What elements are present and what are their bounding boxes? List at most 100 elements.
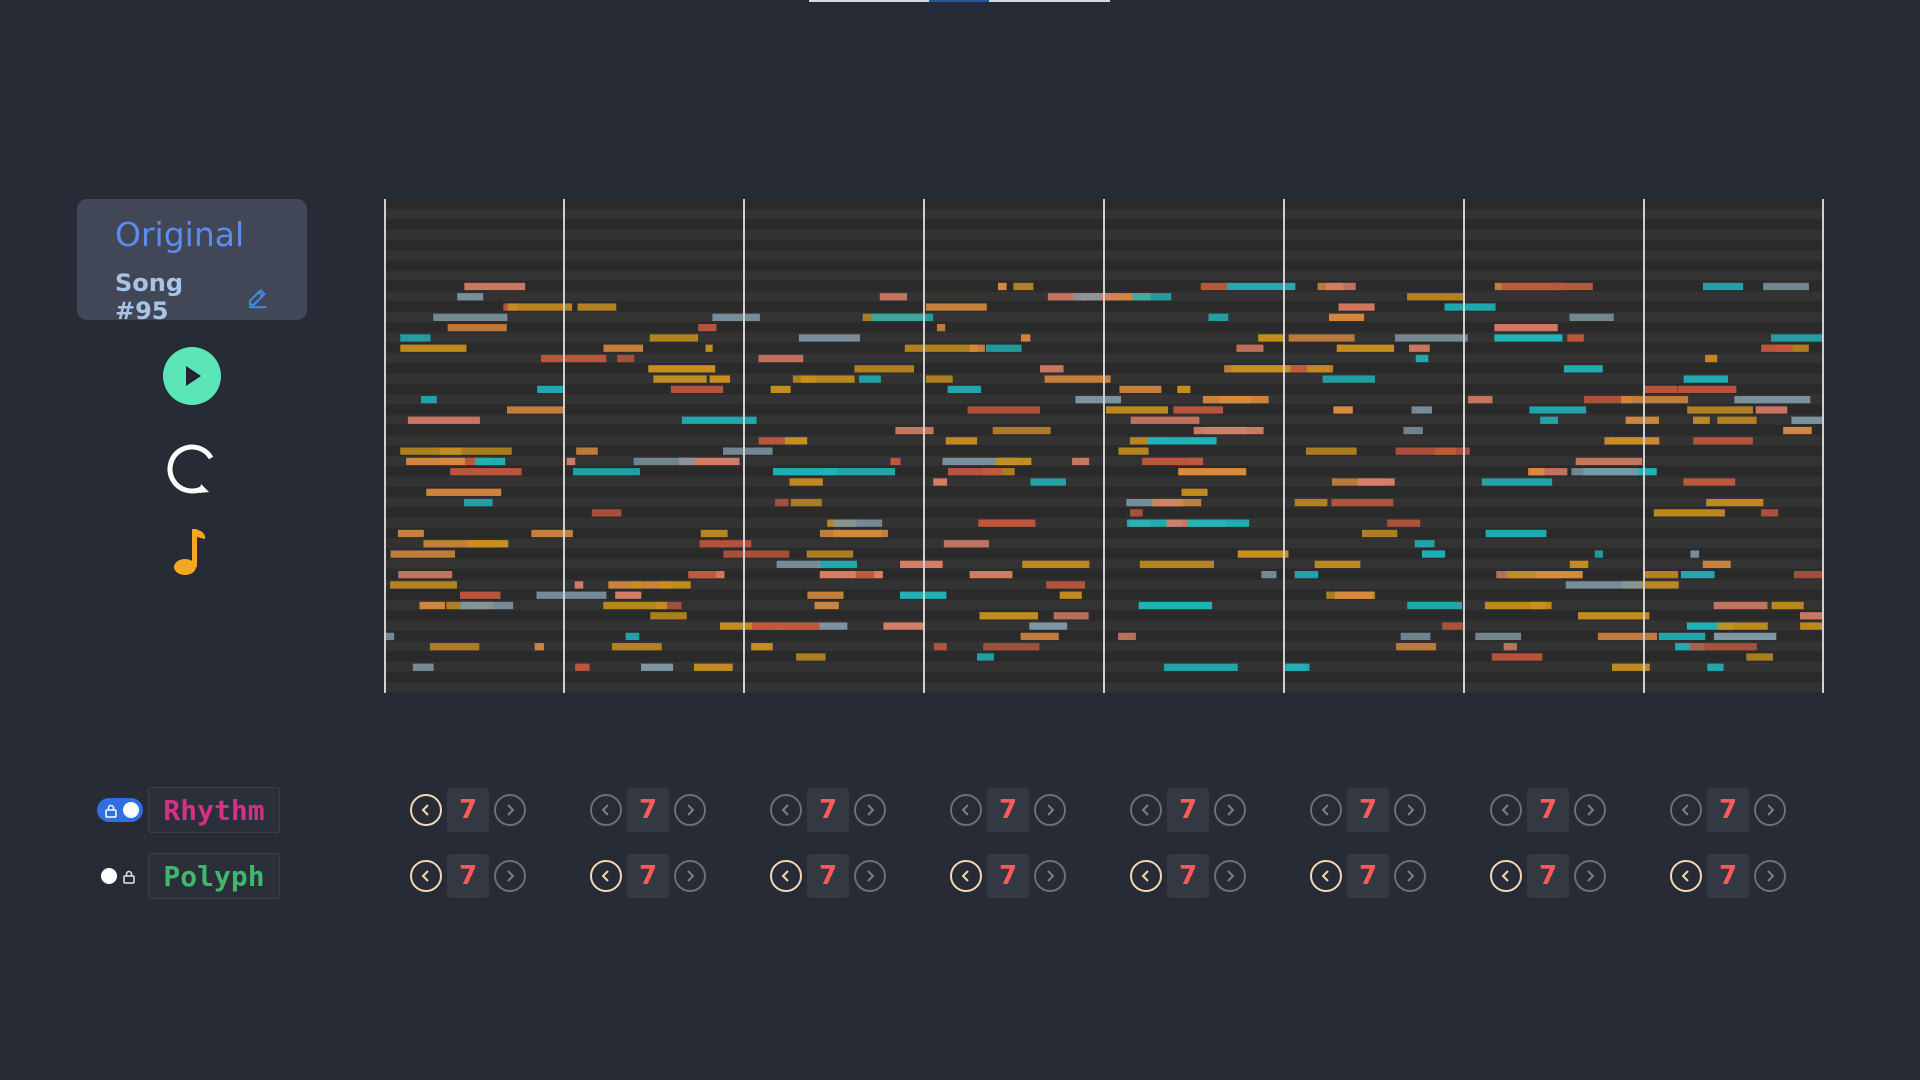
note xyxy=(1536,571,1583,579)
note xyxy=(818,560,857,568)
note xyxy=(1231,365,1308,373)
next-value-button[interactable] xyxy=(1754,860,1786,892)
note xyxy=(1146,437,1217,445)
note xyxy=(1609,437,1653,445)
note xyxy=(507,303,573,311)
note xyxy=(1705,354,1718,363)
next-value-button[interactable] xyxy=(494,794,526,826)
bar-stepper: 7 xyxy=(1310,854,1426,898)
note xyxy=(855,571,875,579)
note xyxy=(1020,334,1031,342)
note xyxy=(681,416,757,424)
prev-value-button[interactable] xyxy=(1130,860,1162,892)
note xyxy=(933,478,948,486)
next-value-button[interactable] xyxy=(1394,794,1426,826)
next-value-button[interactable] xyxy=(1394,860,1426,892)
note xyxy=(1783,426,1812,435)
note xyxy=(1687,406,1753,414)
note xyxy=(534,643,544,651)
next-value-button[interactable] xyxy=(1034,794,1066,826)
next-value-button[interactable] xyxy=(1574,860,1606,892)
prev-value-button[interactable] xyxy=(1670,794,1702,826)
note xyxy=(1569,560,1589,568)
bar-value: 7 xyxy=(447,854,489,898)
note xyxy=(1022,560,1090,568)
note xyxy=(617,354,635,363)
note xyxy=(833,519,883,527)
prev-value-button[interactable] xyxy=(1490,794,1522,826)
next-value-button[interactable] xyxy=(854,794,886,826)
note xyxy=(474,457,506,466)
prev-value-button[interactable] xyxy=(410,860,442,892)
note xyxy=(1020,632,1059,641)
prev-value-button[interactable] xyxy=(950,794,982,826)
prev-value-button[interactable] xyxy=(1130,794,1162,826)
prev-value-button[interactable] xyxy=(590,860,622,892)
note xyxy=(854,365,915,373)
next-value-button[interactable] xyxy=(854,860,886,892)
note xyxy=(1680,571,1715,579)
note xyxy=(1040,365,1064,373)
next-value-button[interactable] xyxy=(1214,860,1246,892)
pencil-icon[interactable] xyxy=(246,284,269,310)
note xyxy=(384,632,395,641)
prev-value-button[interactable] xyxy=(770,860,802,892)
bar-stepper: 7 xyxy=(410,788,526,832)
next-value-button[interactable] xyxy=(674,794,706,826)
note xyxy=(1325,282,1356,291)
note xyxy=(1717,622,1768,630)
next-value-button[interactable] xyxy=(674,860,706,892)
loop-icon[interactable] xyxy=(163,440,221,498)
piano-roll[interactable] xyxy=(384,199,1824,693)
note xyxy=(1409,344,1430,352)
note xyxy=(390,581,457,589)
bar-stepper: 7 xyxy=(1490,854,1606,898)
card-title: Original xyxy=(115,215,245,254)
prev-value-button[interactable] xyxy=(410,794,442,826)
next-value-button[interactable] xyxy=(1034,860,1066,892)
note xyxy=(1415,354,1429,363)
note xyxy=(1138,601,1213,610)
prev-value-button[interactable] xyxy=(770,794,802,826)
note xyxy=(1683,478,1736,486)
prev-value-button[interactable] xyxy=(1310,794,1342,826)
note xyxy=(1059,591,1082,599)
next-value-button[interactable] xyxy=(1754,794,1786,826)
prev-value-button[interactable] xyxy=(1670,860,1702,892)
note xyxy=(537,385,563,394)
song-info-card: Original Song #95 xyxy=(77,199,307,325)
note xyxy=(1328,313,1365,321)
note xyxy=(723,447,773,455)
lock-icon xyxy=(104,803,118,818)
next-value-button[interactable] xyxy=(1574,794,1606,826)
note xyxy=(1411,406,1432,414)
prev-value-button[interactable] xyxy=(950,860,982,892)
prev-value-button[interactable] xyxy=(1490,860,1522,892)
note xyxy=(1529,406,1587,414)
piano-roll-canvas[interactable] xyxy=(384,199,1824,693)
bar-value: 7 xyxy=(627,788,669,832)
note xyxy=(969,344,985,352)
rhythm-lock-toggle[interactable] xyxy=(97,798,143,822)
next-value-button[interactable] xyxy=(494,860,526,892)
play-icon xyxy=(186,366,201,386)
prev-value-button[interactable] xyxy=(590,794,622,826)
bar-value: 7 xyxy=(807,788,849,832)
music-note-icon[interactable] xyxy=(172,525,212,577)
note xyxy=(460,601,514,610)
bar-value: 7 xyxy=(1527,854,1569,898)
note xyxy=(1528,468,1545,476)
note xyxy=(758,354,804,363)
note xyxy=(1763,282,1809,291)
next-value-button[interactable] xyxy=(1214,794,1246,826)
polyph-lock-toggle[interactable] xyxy=(97,864,143,888)
note xyxy=(1612,663,1650,671)
prev-value-button[interactable] xyxy=(1310,860,1342,892)
note xyxy=(1237,550,1289,558)
note xyxy=(977,653,994,661)
note xyxy=(1761,509,1779,517)
note xyxy=(1307,365,1334,373)
note xyxy=(1261,571,1277,579)
note xyxy=(1226,282,1296,291)
play-button[interactable] xyxy=(163,347,221,405)
